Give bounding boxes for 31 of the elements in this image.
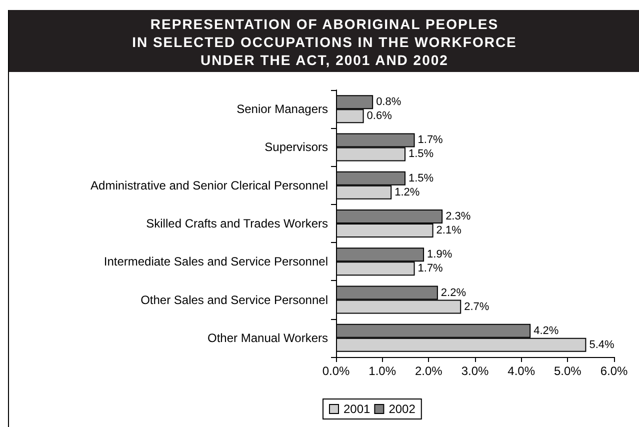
- x-tick-label: 2.0%: [414, 364, 443, 378]
- y-tick-label: Senior Managers: [236, 102, 328, 116]
- data-label: 1.5%: [408, 172, 434, 184]
- data-label: 1.7%: [418, 262, 444, 275]
- y-tick-label: Administrative and Senior Clerical Personnel: [90, 178, 328, 192]
- data-label: 1.7%: [418, 134, 444, 146]
- data-label: 2.2%: [440, 286, 466, 299]
- chart-title: REPRESENTATION OF ABORIGINAL PEOPLES IN SELECTED OCCUPATIONS IN THE WORKFORCE UNDER THE ACT, 2001 AND 2002: [9, 10, 639, 72]
- x-tick-label: 5.0%: [554, 364, 582, 378]
- legend-label: 2001: [344, 402, 371, 416]
- y-tick-label: Supervisors: [264, 140, 328, 154]
- y-tick-label: Other Manual Workers: [208, 330, 328, 345]
- x-tick-label: 6.0%: [600, 364, 628, 378]
- data-label: 4.2%: [534, 324, 559, 337]
- data-label: 0.6%: [366, 110, 392, 122]
- data-label: 1.2%: [394, 186, 420, 198]
- y-tick-label: Intermediate Sales and Service Personnel: [104, 254, 328, 269]
- data-label: 5.4%: [589, 338, 614, 351]
- x-tick-label: 0.0%: [322, 364, 350, 378]
- data-label: 2.3%: [446, 210, 471, 222]
- x-tick-label: 3.0%: [461, 364, 489, 378]
- data-label: 0.8%: [376, 96, 402, 108]
- data-label: 1.5%: [408, 148, 434, 160]
- x-tick-label: 4.0%: [508, 364, 536, 378]
- y-tick-label: Skilled Crafts and Trades Workers: [146, 216, 328, 230]
- x-tick-label: 1.0%: [368, 364, 396, 378]
- data-label: 2.1%: [436, 224, 462, 236]
- legend-label: 2002: [388, 402, 416, 416]
- data-label: 2.7%: [464, 300, 490, 313]
- y-tick-label: Other Sales and Service Personnel: [140, 292, 328, 307]
- data-label: 1.9%: [427, 248, 452, 261]
